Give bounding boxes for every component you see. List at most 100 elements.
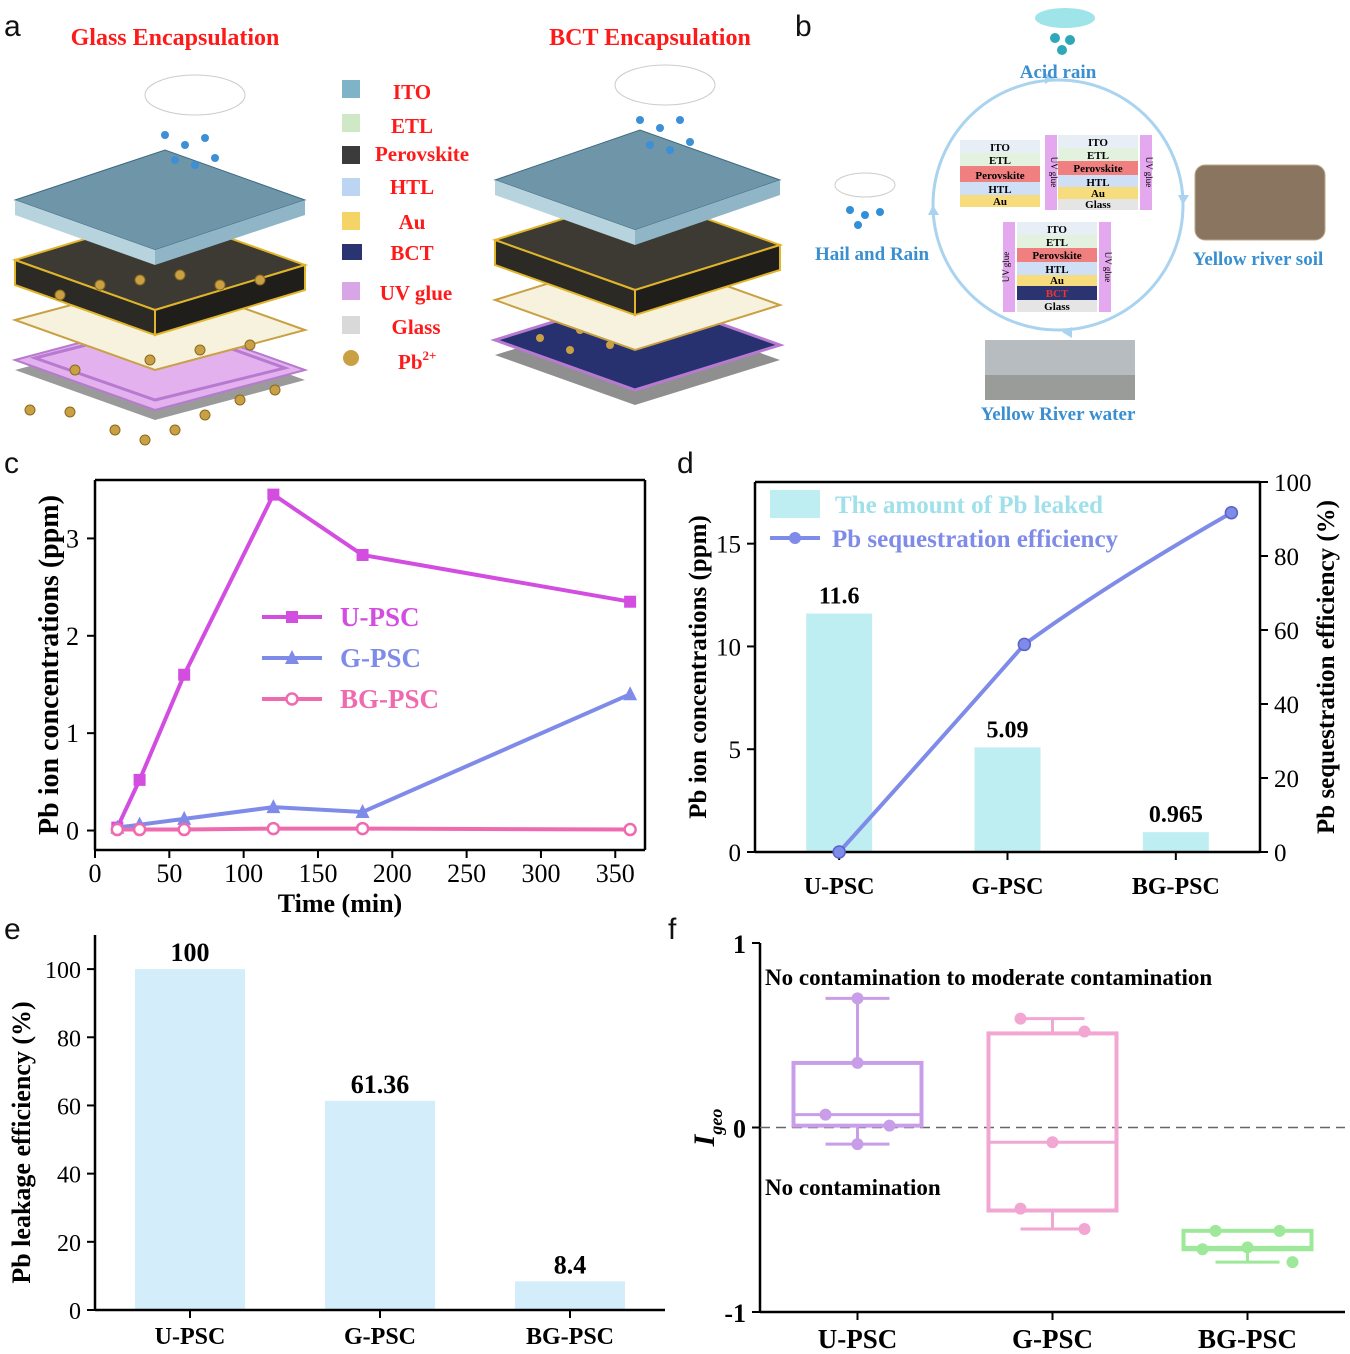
chart-d-bar-label-g-psc: 5.09 (987, 717, 1029, 743)
chart-f-point-g-psc (1014, 1202, 1027, 1215)
legend-swatch-glass (342, 316, 360, 334)
chart-d-ytick-label: 0 (729, 840, 742, 867)
chart-d-y2tick-label: 80 (1274, 544, 1299, 571)
chart-c-xtick-label: 200 (373, 859, 412, 888)
device-stack-left: ITO ETL Perovskite HTL Au (960, 140, 1040, 208)
cloud-icon (1035, 8, 1095, 55)
device-bottom-au: Au (1050, 275, 1064, 287)
chart-d-legend-label-line: Pb sequestration efficiency (832, 526, 1119, 553)
chart-d-bar-label-u-psc: 11.6 (819, 584, 860, 610)
chart-f-point-g-psc (1078, 1025, 1091, 1038)
chart-f: -1 0 1 U-PSC G-PSC BG-PSC Igeo No contamination… (688, 930, 1345, 1354)
legend-swatch-au (342, 212, 360, 230)
legend-label-pb: Pb2+ (398, 348, 436, 374)
panel-label-d: d (677, 447, 694, 480)
chart-d-efficiency-point (1224, 505, 1239, 520)
yellow-river-soil-label: Yellow river soil (1193, 249, 1324, 270)
chart-c-point-u-psc (267, 488, 280, 501)
chart-e-bar-label-bg-psc: 8.4 (554, 1250, 587, 1279)
chart-f-ytick-label: 0 (733, 1115, 746, 1144)
panel-label-f: f (668, 913, 677, 946)
chart-c-point-g-psc (355, 804, 370, 819)
chart-c-point-u-psc (356, 548, 369, 561)
uv-glue-bottom-left: UV glue (1001, 252, 1011, 283)
acid-rain-label: Acid rain (1020, 62, 1097, 83)
device-bottom-bct: BCT (1046, 288, 1069, 300)
bct-encapsulation-title: BCT Encapsulation (549, 25, 751, 51)
legend-swatch-uv-glue (342, 282, 360, 300)
chart-d-bar-label-bg-psc: 0.965 (1149, 802, 1203, 828)
chart-d-ytick-label: 15 (716, 532, 741, 559)
chart-e-bar-g-psc (325, 1100, 435, 1310)
chart-f-point-bg-psc (1241, 1241, 1254, 1254)
chart-c-xtick-label: 0 (89, 859, 102, 888)
chart-c-ytick-label: 2 (66, 622, 79, 651)
chart-c-legend-marker-u-psc (286, 611, 298, 623)
chart-e-bar-label-u-psc: 100 (171, 938, 210, 967)
chart-d-y2label: Pb sequestration efficiency (%) (1313, 500, 1340, 834)
panel-label-c: c (4, 447, 19, 480)
chart-f-xtick-label: U-PSC (818, 1324, 898, 1354)
chart-c-point-bg-psc (266, 821, 281, 836)
chart-c-legend-label-bg-psc: BG-PSC (340, 684, 439, 714)
chart-e-ytick-label: 80 (57, 1026, 81, 1052)
chart-f-ylabel: Igeo (688, 1109, 726, 1148)
chart-d-y2tick-label: 60 (1274, 618, 1299, 645)
device-left-etl: ETL (989, 155, 1011, 167)
chart-e-ytick-label: 100 (45, 958, 81, 984)
chart-f-point-g-psc (1046, 1136, 1059, 1149)
chart-c-ytick-label: 1 (66, 719, 79, 748)
chart-e-bar-u-psc (135, 969, 245, 1310)
chart-d-bar-bg-psc (1142, 832, 1209, 852)
legend-swatch-perovskite (342, 146, 360, 164)
legend-label-bct: BCT (390, 241, 433, 265)
chart-c-point-u-psc (178, 668, 191, 681)
chart-c-point-bg-psc (623, 822, 637, 837)
legend-swatch-ito (342, 80, 360, 98)
chart-f-point-u-psc (851, 992, 864, 1005)
chart-f-point-bg-psc (1196, 1243, 1209, 1256)
device-right-au: Au (1091, 188, 1105, 200)
chart-c-legend-label-u-psc: U-PSC (340, 602, 420, 632)
chart-c-point-bg-psc (110, 822, 125, 837)
device-bottom-perovskite: Perovskite (1032, 250, 1081, 262)
legend-label-uv-glue: UV glue (380, 281, 453, 305)
chart-c-point-bg-psc (132, 822, 147, 837)
device-bottom-etl: ETL (1046, 237, 1068, 249)
chart-c-point-g-psc (623, 686, 638, 701)
hail-cloud-icon (834, 172, 896, 229)
chart-c-point-bg-psc (355, 821, 370, 836)
legend-label-pb-text: Pb (398, 350, 423, 374)
chart-c-point-u-psc (624, 595, 637, 608)
chart-e-bar-bg-psc (515, 1281, 625, 1310)
chart-c-point-g-psc (266, 799, 281, 814)
chart-d-ytick-label: 10 (716, 634, 741, 661)
chart-f-point-u-psc (851, 1138, 864, 1151)
chart-c: 0 50 100 150 200 250 300 350 0 1 2 3 Time (min) Pb io… (34, 478, 647, 918)
device-stack-right: ITO ETL Perovskite HTL Au Glass (1058, 135, 1138, 211)
chart-d-ylabel: Pb ion concentrations (ppm) (685, 515, 712, 818)
legend-label-htl: HTL (390, 175, 434, 199)
chart-f-ytick-label: 1 (733, 930, 746, 959)
panel-label-b: b (795, 10, 812, 43)
chart-d-xtick-label: BG-PSC (1132, 874, 1220, 900)
chart-c-series-line-bg-psc (117, 826, 631, 832)
device-right-glass: Glass (1085, 199, 1111, 211)
soil-photo (1195, 165, 1325, 240)
device-left-perovskite: Perovskite (975, 170, 1024, 182)
chart-c-ylabel: Pb ion concentrations (ppm) (34, 495, 65, 835)
chart-e-ylabel: Pb leakage efficiency (%) (7, 1001, 36, 1283)
chart-f-point-u-psc (883, 1119, 896, 1132)
chart-e-xtick-label: U-PSC (155, 1324, 226, 1350)
legend-swatch-htl (342, 178, 360, 196)
chart-e-bar-label-g-psc: 61.36 (351, 1070, 410, 1099)
chart-c-series-line-g-psc (117, 692, 631, 830)
chart-c-series-line-u-psc (115, 491, 631, 829)
chart-d-legend-marker (789, 532, 801, 544)
chart-d-bar-g-psc (974, 747, 1041, 852)
chart-c-xtick-label: 100 (224, 859, 263, 888)
chart-d: 11.6 5.09 0.965 U-PSC G-PSC BG-PSC 0 5 10 15 0 20 40… (685, 470, 1340, 900)
chart-e-xtick-label: BG-PSC (526, 1324, 614, 1350)
chart-d-legend-swatch-bar (770, 490, 820, 518)
chart-d-y2tick-label: 100 (1274, 470, 1312, 497)
